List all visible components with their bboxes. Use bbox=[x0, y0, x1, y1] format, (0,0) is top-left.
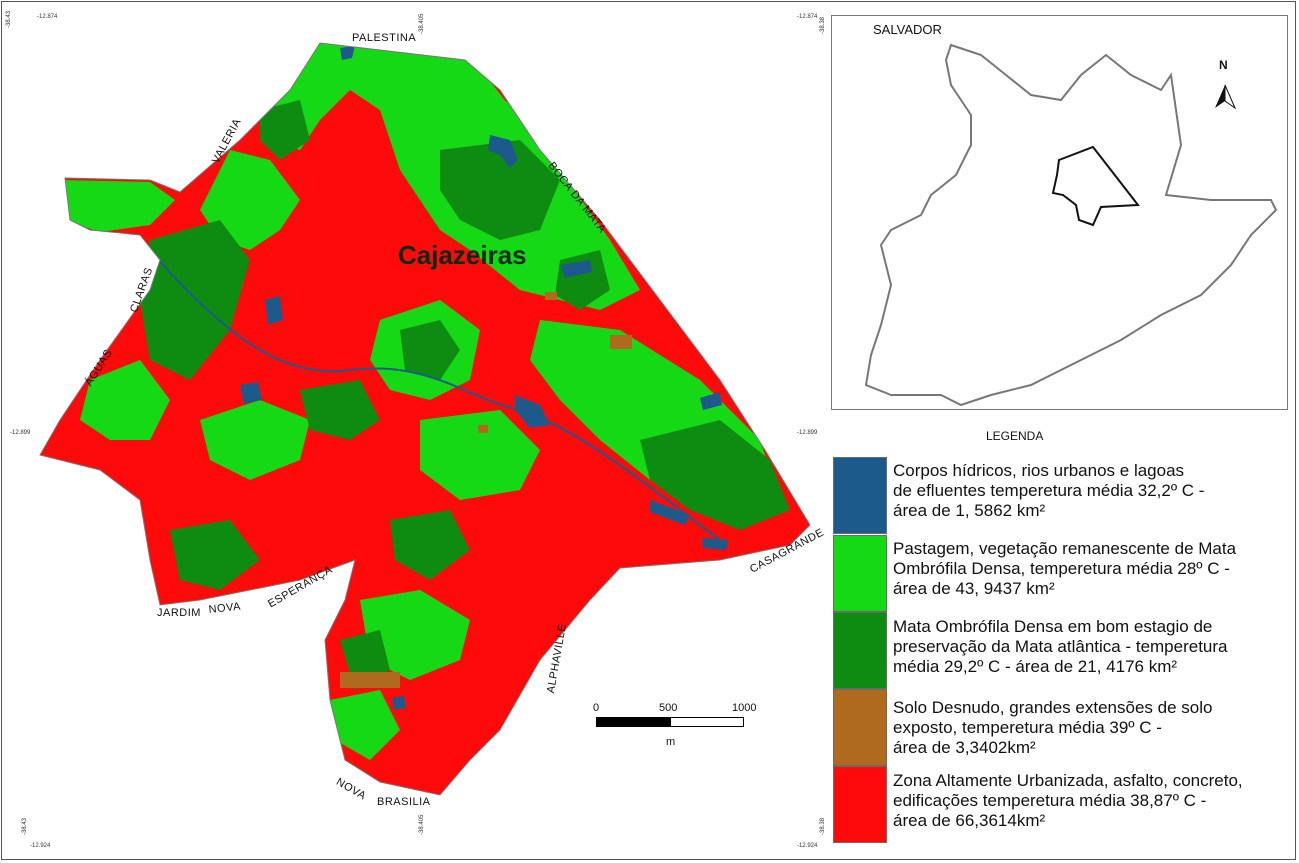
scale-segment-dark bbox=[596, 717, 670, 727]
pasture-zone bbox=[420, 410, 540, 500]
map-title: Cajazeiras bbox=[398, 240, 527, 270]
forest-zone bbox=[640, 420, 790, 530]
legend-swatch-water bbox=[833, 457, 887, 534]
forest-zone bbox=[140, 220, 250, 380]
pasture-zone bbox=[60, 180, 175, 232]
legend-text-urban: Zona Altamente Urbanizada, asfalto, conc… bbox=[893, 771, 1243, 830]
study-area-outline bbox=[39, 42, 811, 796]
bare-soil-zone bbox=[545, 292, 557, 300]
scale-segment-light bbox=[670, 717, 744, 727]
river-line bbox=[149, 249, 721, 541]
pasture-zone bbox=[360, 590, 470, 680]
coord-mid-right: -12.899 bbox=[797, 430, 818, 436]
legend-swatch-forest bbox=[833, 612, 887, 689]
legend-text-water: Corpos hídricos, rios urbanos e lagoas d… bbox=[893, 461, 1205, 520]
forest-zone bbox=[170, 520, 260, 590]
coord-bottom-right: -12.924 bbox=[797, 843, 818, 849]
label-palestina: PALESTINA bbox=[352, 32, 417, 44]
legend-swatch-urban bbox=[833, 766, 887, 843]
forest-zone bbox=[400, 320, 460, 380]
coord-mid-left: -12.899 bbox=[10, 430, 31, 436]
pasture-zone bbox=[200, 150, 300, 250]
scale-tick-0: 0 bbox=[593, 702, 600, 714]
pasture-zone bbox=[80, 360, 170, 440]
water-body bbox=[488, 135, 518, 168]
legend-title: LEGENDA bbox=[986, 429, 1044, 443]
water-body bbox=[340, 46, 355, 60]
forest-zone bbox=[300, 380, 380, 440]
water-body bbox=[515, 395, 550, 428]
scale-tick-1000: 1000 bbox=[732, 702, 757, 714]
legend-swatch-bare-soil bbox=[833, 689, 887, 766]
forest-zone bbox=[390, 510, 470, 580]
salvador-outline bbox=[864, 43, 1278, 407]
legend-text-pasture: Pastagem, vegetação remanescente de Mata… bbox=[893, 539, 1237, 598]
pasture-zone bbox=[330, 690, 400, 760]
forest-zone bbox=[260, 100, 310, 160]
pasture-zone bbox=[200, 400, 310, 480]
coord-top-right: -12.874 bbox=[797, 14, 818, 20]
bare-soil-zone bbox=[610, 335, 632, 349]
north-arrow-icon bbox=[1215, 84, 1237, 110]
water-body bbox=[702, 538, 728, 550]
bare-soil-zone bbox=[478, 425, 488, 433]
scale-unit: m bbox=[666, 736, 676, 748]
legend-text-forest: Mata Ombrófila Densa em bom estagio de p… bbox=[893, 617, 1228, 676]
bare-soil-zone bbox=[340, 672, 400, 688]
cajazeiras-outline bbox=[1051, 145, 1140, 227]
scale-tick-500: 500 bbox=[659, 702, 678, 714]
water-body bbox=[392, 696, 406, 710]
land-cover-map bbox=[39, 42, 811, 796]
label-jardim: JARDIM bbox=[157, 607, 201, 619]
label-nova-brasilia-2: BRASILIA bbox=[377, 796, 431, 808]
forest-zone bbox=[440, 140, 560, 240]
water-body bbox=[560, 260, 592, 278]
water-body bbox=[265, 296, 283, 325]
water-body bbox=[650, 500, 690, 525]
water-body bbox=[240, 382, 262, 404]
inset-title: SALVADOR bbox=[873, 22, 942, 37]
coord-bottom-left: -12.924 bbox=[30, 843, 51, 849]
water-body bbox=[700, 392, 722, 410]
salvador-outline-map bbox=[864, 43, 1278, 407]
legend-swatch-pasture bbox=[833, 535, 887, 612]
north-label: N bbox=[1219, 58, 1228, 72]
coord-top-left: -12.874 bbox=[37, 14, 58, 20]
legend-text-bare-soil: Solo Desnudo, grandes extensões de solo … bbox=[893, 698, 1213, 757]
